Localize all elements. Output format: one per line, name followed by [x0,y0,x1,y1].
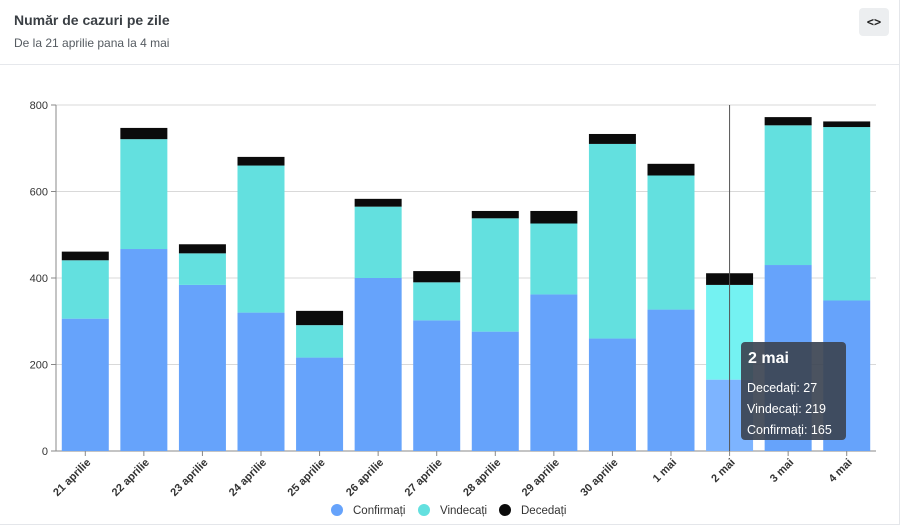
tooltip-line: Vindecați: 219 [747,402,826,416]
x-tick-label: 27 aprilie [403,457,445,499]
x-tick-label: 23 aprilie [168,457,210,499]
y-tick-label: 0 [42,446,48,458]
bar-vindecati-10[interactable] [647,175,695,310]
chart-subtitle: De la 21 aprilie pana la 4 mai [14,36,170,50]
bar-decedati-5[interactable] [354,198,402,207]
bar-confirmati-6[interactable] [413,320,461,451]
bar-confirmati-2[interactable] [178,284,226,451]
bar-vindecati-5[interactable] [354,206,402,278]
bar-vindecati-4[interactable] [296,325,344,358]
bar-vindecati-0[interactable] [61,260,109,319]
bar-decedati-1[interactable] [120,127,168,140]
tooltip-line: Confirmați: 165 [747,423,832,437]
legend-marker-vindecati[interactable] [418,504,430,516]
x-tick-label: 28 aprilie [461,457,503,499]
bar-confirmati-3[interactable] [237,312,285,451]
bar-confirmati-10[interactable] [647,309,695,451]
bar-decedati-7[interactable] [471,210,519,219]
x-tick-label: 24 aprilie [227,457,269,499]
tooltip-line-value: 219 [805,402,826,416]
bar-decedati-10[interactable] [647,163,695,176]
legend-label-confirmati[interactable]: Confirmați [353,505,405,517]
bar-confirmati-9[interactable] [588,338,636,451]
tooltip-line: Decedați: 27 [747,381,817,395]
y-tick-label: 800 [30,100,48,112]
x-tick-label: 22 aprilie [110,457,152,499]
tooltip-line-value: 165 [811,423,832,437]
legend-label-decedati[interactable]: Decedați [521,505,566,517]
x-tick-label: 25 aprilie [285,457,327,499]
bar-vindecati-1[interactable] [120,139,168,250]
x-tick-label: 2 mai [709,457,737,485]
y-tick-label: 400 [30,273,48,285]
x-tick-label: 1 mai [651,457,679,485]
tooltip: 2 mai Decedați: 27 Vindecați: 219 Confirmaț… [741,342,846,440]
tooltip-title: 2 mai [748,350,789,367]
bar-decedati-0[interactable] [61,251,109,261]
bar-vindecati-8[interactable] [530,223,578,295]
bar-vindecati-9[interactable] [588,143,636,339]
bar-decedati-12[interactable] [764,117,812,126]
embed-code-button[interactable]: <> [859,8,889,36]
legend: Confirmați Vindecați Decedați [331,504,566,517]
tooltip-line-value: 27 [803,381,817,395]
y-tick-label: 600 [30,187,48,199]
x-tick-label: 3 mai [768,457,796,485]
x-tick-label: 30 aprilie [578,457,620,499]
legend-marker-confirmati[interactable] [331,504,343,516]
bar-confirmati-0[interactable] [61,318,109,451]
card-header: Număr de cazuri pe zile De la 21 aprilie… [0,0,899,65]
y-tick-label: 200 [30,360,48,372]
bar-confirmati-5[interactable] [354,278,402,451]
bar-vindecati-12[interactable] [764,125,812,266]
bar-decedati-2[interactable] [178,244,226,254]
bar-vindecati-2[interactable] [178,253,226,285]
bar-confirmati-4[interactable] [296,357,344,451]
x-tick-label: 29 aprilie [520,457,562,499]
x-tick-label: 21 aprilie [51,457,93,499]
code-icon: <> [866,15,882,29]
bar-decedati-13[interactable] [823,121,871,128]
bar-vindecati-7[interactable] [471,218,519,332]
bar-confirmati-1[interactable] [120,249,168,451]
bar-confirmati-8[interactable] [530,294,578,451]
bar-confirmati-7[interactable] [471,331,519,451]
legend-label-vindecati[interactable]: Vindecați [440,505,487,517]
x-tick-label: 4 mai [826,457,854,485]
y-axis: 0 200 400 600 800 [30,100,57,458]
bar-decedati-8[interactable] [530,210,578,224]
tooltip-line-label: Confirmați [747,423,804,437]
bar-vindecati-6[interactable] [413,282,461,321]
tooltip-line-label: Decedați [747,381,796,395]
bar-decedati-3[interactable] [237,156,285,166]
bar-vindecati-3[interactable] [237,165,285,313]
x-tick-label: 26 aprilie [344,457,386,499]
tooltip-box [741,342,846,440]
x-axis: 21 aprilie 22 aprilie 23 aprilie 24 aprilie… [51,451,855,499]
bar-decedati-4[interactable] [296,310,344,326]
bar-decedati-9[interactable] [588,133,636,144]
chart-title: Număr de cazuri pe zile [14,12,170,28]
bar-vindecati-13[interactable] [823,127,871,301]
bar-decedati-6[interactable] [413,271,461,283]
tooltip-line-label: Vindecați [747,402,798,416]
legend-marker-decedati[interactable] [499,504,511,516]
